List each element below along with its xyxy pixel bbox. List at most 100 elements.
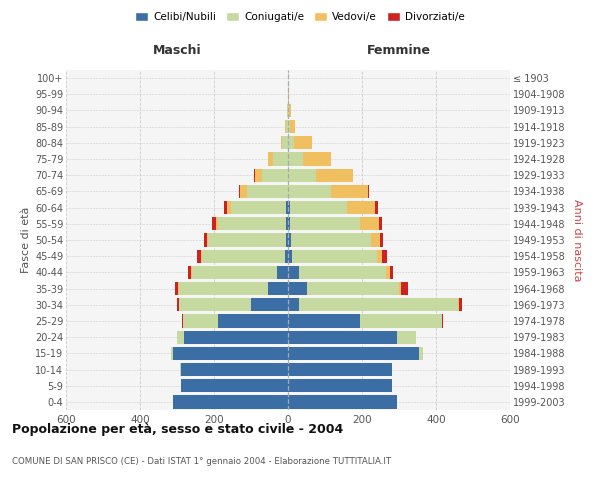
Bar xyxy=(288,363,392,376)
Bar xyxy=(288,104,289,117)
Bar xyxy=(360,314,442,328)
Bar xyxy=(299,266,386,279)
Bar xyxy=(218,217,286,230)
Bar xyxy=(173,346,288,360)
Bar xyxy=(283,136,288,149)
Bar xyxy=(201,250,202,263)
Bar xyxy=(224,201,227,214)
Bar xyxy=(251,298,288,312)
Bar xyxy=(203,234,208,246)
Bar xyxy=(458,298,459,312)
Bar xyxy=(202,250,285,263)
Bar xyxy=(368,185,370,198)
Bar xyxy=(268,282,288,295)
Bar xyxy=(247,185,288,198)
Bar xyxy=(288,88,289,101)
Bar xyxy=(179,282,268,295)
Bar xyxy=(255,168,262,182)
Bar xyxy=(399,282,401,295)
Bar xyxy=(382,250,387,263)
Bar xyxy=(286,234,288,246)
Bar xyxy=(288,168,316,182)
Bar xyxy=(191,266,192,279)
Bar xyxy=(290,217,360,230)
Text: Maschi: Maschi xyxy=(152,44,202,57)
Bar xyxy=(212,217,216,230)
Bar xyxy=(375,201,378,214)
Y-axis label: Fasce di età: Fasce di età xyxy=(20,207,31,273)
Bar xyxy=(175,282,178,295)
Bar xyxy=(216,217,218,230)
Bar xyxy=(281,136,283,149)
Bar xyxy=(307,282,399,295)
Bar xyxy=(197,250,201,263)
Bar xyxy=(288,217,290,230)
Bar xyxy=(218,314,288,328)
Bar xyxy=(288,298,299,312)
Bar xyxy=(288,266,299,279)
Bar xyxy=(277,266,288,279)
Bar xyxy=(268,152,273,166)
Bar xyxy=(286,217,288,230)
Bar xyxy=(459,298,462,312)
Y-axis label: Anni di nascita: Anni di nascita xyxy=(572,198,582,281)
Bar xyxy=(182,314,218,328)
Bar xyxy=(288,250,292,263)
Bar xyxy=(181,379,288,392)
Bar xyxy=(377,250,382,263)
Bar xyxy=(288,379,392,392)
Bar xyxy=(371,234,380,246)
Bar xyxy=(292,250,377,263)
Bar xyxy=(288,201,290,214)
Legend: Celibi/Nubili, Coniugati/e, Vedovi/e, Divorziati/e: Celibi/Nubili, Coniugati/e, Vedovi/e, Di… xyxy=(131,8,469,26)
Bar xyxy=(227,201,230,214)
Bar xyxy=(331,185,368,198)
Bar xyxy=(287,104,288,117)
Bar xyxy=(390,266,394,279)
Bar xyxy=(172,346,173,360)
Bar xyxy=(290,120,295,134)
Bar xyxy=(192,266,277,279)
Bar xyxy=(240,185,247,198)
Text: Popolazione per età, sesso e stato civile - 2004: Popolazione per età, sesso e stato civil… xyxy=(12,422,343,436)
Bar xyxy=(188,266,191,279)
Bar xyxy=(179,298,251,312)
Bar xyxy=(180,363,181,376)
Bar xyxy=(293,136,312,149)
Bar xyxy=(288,234,291,246)
Bar xyxy=(303,152,331,166)
Text: Femmine: Femmine xyxy=(367,44,431,57)
Bar xyxy=(288,396,397,408)
Bar xyxy=(379,217,382,230)
Bar xyxy=(386,266,390,279)
Bar xyxy=(442,314,443,328)
Bar xyxy=(239,185,240,198)
Bar xyxy=(299,298,458,312)
Bar xyxy=(288,314,360,328)
Bar xyxy=(181,363,288,376)
Bar xyxy=(286,120,288,134)
Bar xyxy=(316,168,353,182)
Bar xyxy=(285,250,288,263)
Bar xyxy=(288,346,419,360)
Bar xyxy=(401,282,408,295)
Text: COMUNE DI SAN PRISCO (CE) - Dati ISTAT 1° gennaio 2004 - Elaborazione TUTTITALIA: COMUNE DI SAN PRISCO (CE) - Dati ISTAT 1… xyxy=(12,458,391,466)
Bar xyxy=(290,201,347,214)
Bar xyxy=(273,152,288,166)
Bar xyxy=(288,136,293,149)
Bar xyxy=(184,330,288,344)
Bar xyxy=(288,330,397,344)
Bar xyxy=(230,201,286,214)
Bar xyxy=(286,201,288,214)
Bar xyxy=(397,330,416,344)
Bar xyxy=(288,185,331,198)
Bar xyxy=(208,234,286,246)
Bar xyxy=(419,346,423,360)
Bar xyxy=(262,168,288,182)
Bar xyxy=(178,282,179,295)
Bar xyxy=(177,330,184,344)
Bar xyxy=(360,217,379,230)
Bar xyxy=(347,201,375,214)
Bar xyxy=(177,298,179,312)
Bar xyxy=(291,234,371,246)
